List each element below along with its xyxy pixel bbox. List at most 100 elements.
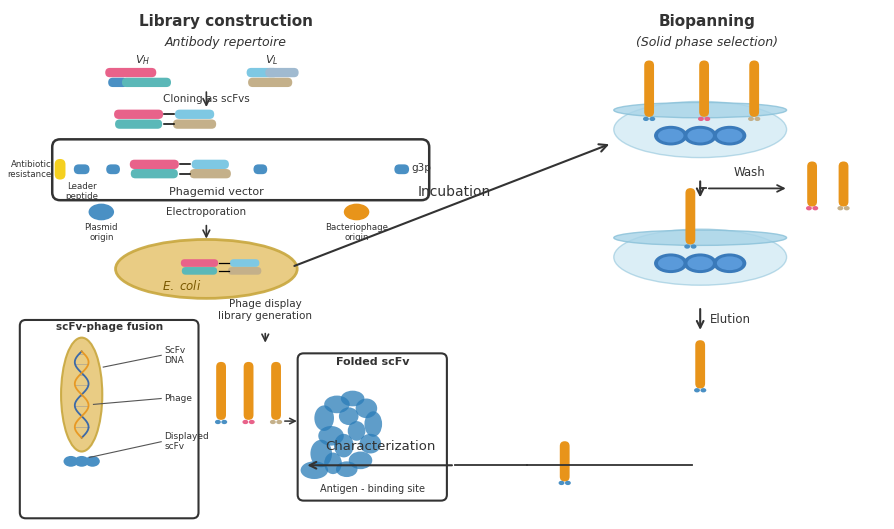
FancyBboxPatch shape — [181, 267, 217, 275]
Text: Library construction: Library construction — [139, 14, 313, 29]
Ellipse shape — [334, 434, 354, 458]
FancyBboxPatch shape — [271, 362, 281, 420]
Ellipse shape — [806, 206, 812, 211]
Ellipse shape — [359, 434, 381, 453]
Ellipse shape — [687, 257, 713, 270]
Ellipse shape — [74, 456, 89, 467]
Ellipse shape — [654, 126, 687, 145]
Text: Incubation: Incubation — [418, 185, 492, 199]
Text: Bacteriophage
origin: Bacteriophage origin — [325, 223, 388, 242]
FancyBboxPatch shape — [105, 68, 156, 77]
Ellipse shape — [365, 411, 382, 437]
Text: g3p: g3p — [411, 163, 432, 173]
FancyBboxPatch shape — [699, 60, 709, 117]
Ellipse shape — [713, 253, 746, 273]
Text: Leader
peptide: Leader peptide — [65, 181, 98, 201]
Ellipse shape — [63, 456, 79, 467]
Ellipse shape — [684, 126, 717, 145]
Ellipse shape — [559, 481, 564, 485]
FancyBboxPatch shape — [52, 139, 429, 200]
FancyBboxPatch shape — [173, 120, 216, 129]
Ellipse shape — [336, 461, 358, 477]
FancyBboxPatch shape — [394, 165, 409, 174]
Ellipse shape — [717, 129, 742, 142]
Ellipse shape — [614, 102, 787, 158]
Ellipse shape — [717, 257, 742, 270]
Text: Biopanning: Biopanning — [659, 14, 755, 29]
Text: Electroporation: Electroporation — [166, 207, 247, 217]
Text: Elution: Elution — [710, 314, 751, 326]
Ellipse shape — [658, 129, 684, 142]
FancyBboxPatch shape — [686, 188, 696, 244]
Ellipse shape — [687, 129, 713, 142]
Ellipse shape — [844, 206, 849, 211]
FancyBboxPatch shape — [108, 78, 128, 87]
Ellipse shape — [270, 420, 276, 424]
Text: Antibody repertoire: Antibody repertoire — [165, 35, 287, 49]
Ellipse shape — [215, 420, 221, 424]
Ellipse shape — [755, 117, 760, 121]
Text: (Solid phase selection): (Solid phase selection) — [636, 35, 778, 49]
Text: Wash: Wash — [733, 166, 765, 179]
FancyBboxPatch shape — [749, 60, 759, 117]
Text: Folded scFv: Folded scFv — [335, 357, 409, 367]
Ellipse shape — [698, 117, 704, 121]
FancyBboxPatch shape — [807, 161, 817, 206]
Ellipse shape — [310, 440, 332, 467]
FancyBboxPatch shape — [247, 68, 278, 77]
Ellipse shape — [649, 117, 655, 121]
FancyBboxPatch shape — [839, 161, 848, 206]
Ellipse shape — [748, 117, 754, 121]
FancyBboxPatch shape — [175, 110, 215, 119]
Ellipse shape — [356, 398, 377, 418]
Ellipse shape — [694, 388, 700, 393]
Ellipse shape — [300, 461, 328, 479]
Ellipse shape — [643, 117, 649, 121]
Text: Phagemid vector: Phagemid vector — [169, 187, 264, 197]
FancyBboxPatch shape — [191, 160, 229, 169]
FancyBboxPatch shape — [298, 353, 447, 500]
Ellipse shape — [344, 204, 369, 220]
Text: $E.\ coli$: $E.\ coli$ — [162, 279, 201, 293]
FancyBboxPatch shape — [55, 159, 65, 179]
FancyBboxPatch shape — [248, 78, 292, 87]
Ellipse shape — [700, 388, 706, 393]
FancyBboxPatch shape — [696, 340, 705, 388]
FancyBboxPatch shape — [122, 78, 171, 87]
FancyBboxPatch shape — [74, 165, 89, 174]
FancyBboxPatch shape — [266, 68, 299, 77]
FancyBboxPatch shape — [254, 165, 267, 174]
FancyBboxPatch shape — [216, 362, 226, 420]
Ellipse shape — [704, 117, 710, 121]
Ellipse shape — [713, 126, 746, 145]
FancyBboxPatch shape — [114, 110, 164, 119]
Text: Phage display
library generation: Phage display library generation — [218, 299, 312, 321]
FancyBboxPatch shape — [244, 362, 254, 420]
FancyBboxPatch shape — [645, 60, 654, 117]
Ellipse shape — [222, 420, 227, 424]
Ellipse shape — [614, 230, 787, 245]
Ellipse shape — [61, 338, 102, 452]
Ellipse shape — [325, 452, 342, 474]
Text: $V_H$: $V_H$ — [135, 53, 150, 67]
Ellipse shape — [349, 452, 372, 469]
Ellipse shape — [565, 481, 571, 485]
Text: ScFv
DNA: ScFv DNA — [164, 345, 185, 365]
Ellipse shape — [658, 257, 684, 270]
Ellipse shape — [276, 420, 283, 424]
Ellipse shape — [249, 420, 255, 424]
FancyBboxPatch shape — [130, 160, 179, 169]
Ellipse shape — [339, 407, 358, 425]
Ellipse shape — [341, 390, 365, 406]
Text: Antibiotic
resistance: Antibiotic resistance — [7, 160, 51, 179]
Ellipse shape — [838, 206, 843, 211]
Ellipse shape — [318, 426, 344, 445]
Ellipse shape — [85, 456, 100, 467]
FancyBboxPatch shape — [20, 320, 198, 518]
Ellipse shape — [684, 253, 717, 273]
Ellipse shape — [89, 204, 114, 220]
Text: Characterization: Characterization — [325, 440, 435, 452]
Ellipse shape — [684, 244, 690, 249]
FancyBboxPatch shape — [181, 259, 218, 267]
FancyBboxPatch shape — [106, 165, 120, 174]
